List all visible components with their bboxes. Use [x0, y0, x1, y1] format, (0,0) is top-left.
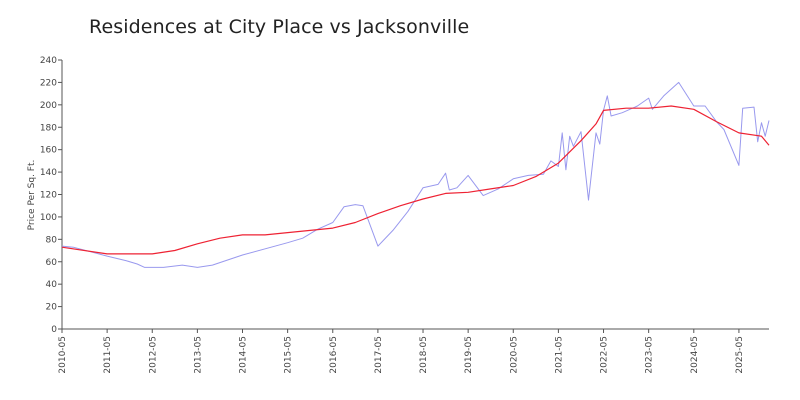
y-tick-label: 180 — [40, 123, 57, 133]
x-tick-label: 2012-05 — [148, 336, 158, 374]
y-tick-label: 220 — [40, 78, 57, 88]
x-tick-label: 2022-05 — [600, 336, 610, 374]
chart-title: Residences at City Place vs Jacksonville — [89, 16, 470, 38]
y-tick-label: 140 — [40, 168, 57, 178]
x-axis: 2010-05 2011-05 2012-05 2013-05 2014-05 2015-… — [58, 328, 769, 374]
x-tick-label: 2020-05 — [509, 336, 519, 374]
y-tick-label: 40 — [46, 280, 58, 290]
plot-lines — [61, 81, 770, 268]
y-tick-label: 160 — [40, 146, 57, 156]
x-tick-label: 2019-05 — [464, 336, 474, 374]
x-tick-label: 2015-05 — [284, 336, 294, 374]
y-tick-label: 0 — [51, 325, 57, 335]
x-tick-label: 2014-05 — [239, 336, 249, 374]
y-tick-label: 100 — [40, 213, 57, 223]
x-tick-label: 2024-05 — [690, 336, 700, 374]
y-axis: 0 20 40 60 80 100 120 140 160 180 200 220 240 — [40, 56, 63, 335]
series-line-2 — [61, 105, 770, 255]
x-tick-label: 2011-05 — [103, 336, 113, 374]
x-tick-label: 2010-05 — [58, 336, 68, 374]
x-tick-label: 2018-05 — [419, 336, 429, 374]
series-line-1 — [61, 81, 770, 268]
y-tick-label: 240 — [40, 56, 57, 66]
x-tick-label: 2025-05 — [735, 336, 745, 374]
y-tick-label: 80 — [46, 235, 58, 245]
y-tick-label: 200 — [40, 101, 57, 111]
x-tick-label: 2016-05 — [329, 336, 339, 374]
x-tick-label: 2023-05 — [645, 336, 655, 374]
y-tick-label: 20 — [46, 303, 58, 313]
x-tick-label: 2021-05 — [554, 336, 564, 374]
y-tick-label: 60 — [46, 258, 58, 268]
y-axis-label: Price Per Sq. Ft. — [27, 160, 37, 231]
y-tick-label: 120 — [40, 191, 57, 201]
x-tick-label: 2013-05 — [193, 336, 203, 374]
x-tick-label: 2017-05 — [374, 336, 384, 374]
